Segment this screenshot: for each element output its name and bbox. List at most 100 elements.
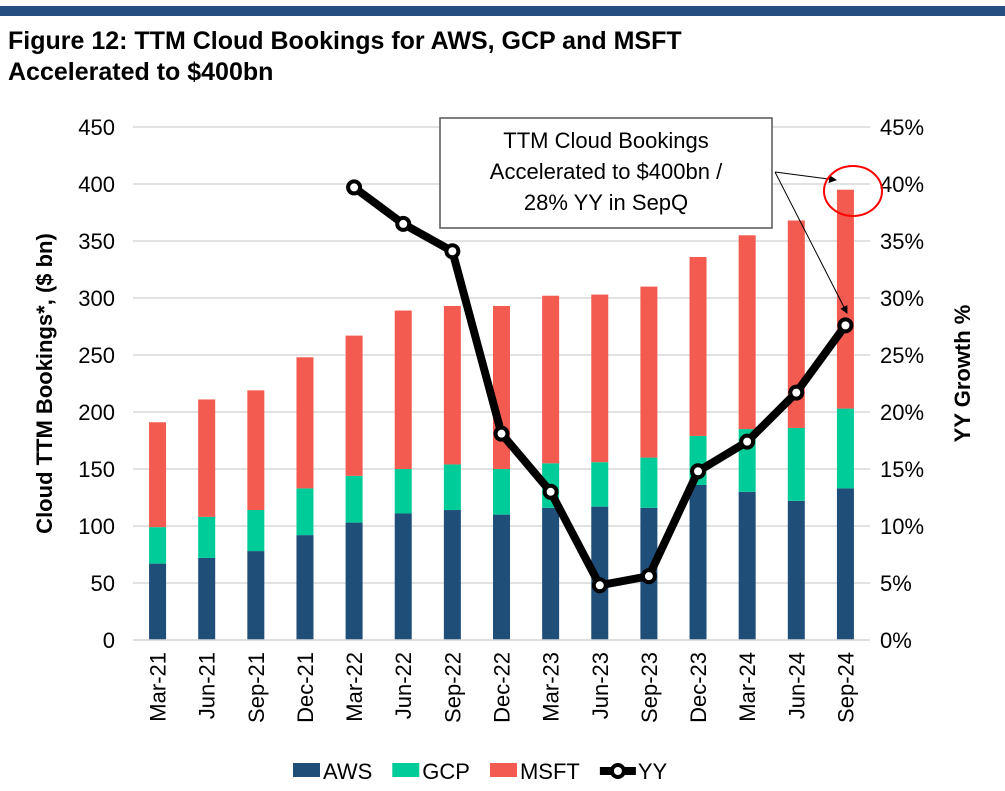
x-tick-label: Jun-22 — [391, 652, 416, 719]
yy-point — [640, 568, 657, 585]
bar-aws — [149, 563, 167, 640]
bar-aws — [542, 507, 560, 640]
annotation-arrow — [774, 171, 848, 314]
legend-label: GCP — [422, 759, 470, 784]
bar-gcp — [493, 469, 510, 515]
x-tick-label: Jun-24 — [784, 652, 809, 719]
bar-aws — [591, 506, 609, 640]
annotation-text: Accelerated to $400bn / — [490, 159, 723, 184]
legend-marker-yy — [609, 763, 626, 779]
x-tick-label: Sep-22 — [440, 652, 465, 723]
annotation-text: TTM Cloud Bookings — [503, 128, 708, 153]
legend-label: MSFT — [520, 759, 580, 784]
yy-point — [837, 317, 854, 334]
y2-tick-label: 15% — [880, 457, 924, 482]
bar-gcp — [836, 408, 854, 489]
x-tick-label: Dec-23 — [686, 652, 711, 723]
y-tick-label: 150 — [78, 457, 115, 482]
bar-msft — [296, 357, 314, 489]
legend-swatch-gcp — [392, 763, 420, 777]
bar-gcp — [591, 462, 609, 507]
bar-msft — [198, 399, 216, 517]
y-axis-title: Cloud TTM Bookings*, ($ bn) — [32, 233, 57, 534]
legend-label: AWS — [323, 759, 372, 784]
bar-msft — [443, 305, 461, 465]
yy-point — [493, 425, 510, 442]
y-tick-label: 350 — [78, 229, 115, 254]
y-tick-label: 0 — [103, 628, 115, 653]
bar-aws — [394, 513, 412, 640]
x-tick-label: Mar-22 — [342, 652, 367, 722]
y2-tick-label: 40% — [880, 172, 924, 197]
highlight-circle — [823, 165, 883, 217]
bar-msft — [394, 310, 412, 469]
bar-gcp — [394, 469, 412, 514]
x-tick-label: Jun-23 — [588, 652, 613, 719]
yy-point — [739, 433, 756, 450]
y-tick-label: 400 — [78, 172, 115, 197]
bar-aws — [198, 557, 216, 640]
title-line-1: Figure 12: TTM Cloud Bookings for AWS, G… — [8, 27, 682, 55]
y2-tick-label: 5% — [880, 571, 912, 596]
y2-tick-label: 45% — [880, 115, 924, 140]
bar-aws — [689, 484, 707, 640]
bar-msft — [787, 220, 805, 428]
annotation-box — [439, 117, 773, 229]
y2-tick-label: 35% — [880, 229, 924, 254]
bar-msft — [689, 256, 707, 436]
bar-aws — [738, 491, 756, 640]
x-tick-label: Dec-21 — [293, 652, 318, 723]
title-line-2: Accelerated to $400bn — [8, 58, 274, 86]
bar-msft — [836, 189, 854, 409]
x-tick-label: Dec-22 — [490, 652, 515, 723]
bar-aws — [836, 488, 854, 640]
bar-aws — [247, 551, 265, 640]
yy-point — [395, 215, 412, 232]
bar-gcp — [296, 488, 314, 536]
bar-msft — [542, 295, 560, 464]
y2-tick-label: 25% — [880, 343, 924, 368]
yy-point — [690, 463, 707, 480]
yy-point — [788, 384, 805, 401]
legend-swatch-aws — [293, 763, 320, 777]
x-tick-label: Mar-21 — [146, 652, 171, 722]
x-tick-label: Mar-24 — [735, 652, 760, 722]
y2-tick-label: 30% — [880, 286, 924, 311]
y-tick-label: 450 — [78, 115, 115, 140]
bar-gcp — [247, 510, 265, 552]
bar-msft — [247, 390, 265, 511]
bar-msft — [345, 335, 363, 476]
bar-gcp — [443, 464, 461, 511]
x-tick-label: Sep-21 — [244, 652, 269, 723]
bar-gcp — [640, 457, 658, 508]
y2-tick-label: 20% — [880, 400, 924, 425]
bar-gcp — [787, 427, 805, 501]
bar-msft — [149, 422, 167, 528]
bar-aws — [493, 514, 510, 640]
yy-point — [542, 483, 559, 500]
y2-axis-title: YY Growth % — [950, 305, 975, 443]
legend-swatch-msft — [489, 763, 517, 777]
yy-point — [346, 179, 363, 196]
x-tick-label: Jun-21 — [195, 652, 220, 719]
yy-point — [591, 577, 608, 594]
bar-msft — [738, 235, 756, 430]
y-tick-label: 50 — [91, 571, 115, 596]
bar-aws — [296, 535, 314, 640]
x-tick-label: Mar-23 — [539, 652, 564, 722]
x-tick-label: Sep-23 — [637, 652, 662, 723]
header-rule — [0, 6, 1005, 16]
annotation-text: 28% YY in SepQ — [524, 190, 688, 215]
y-tick-label: 300 — [78, 286, 115, 311]
y-tick-label: 100 — [78, 514, 115, 539]
y-tick-label: 200 — [78, 400, 115, 425]
legend-label: YY — [638, 759, 668, 784]
y2-tick-label: 0% — [880, 628, 912, 653]
bar-msft — [591, 294, 609, 463]
bar-aws — [787, 500, 805, 640]
y-tick-label: 250 — [78, 343, 115, 368]
yy-point — [444, 243, 461, 260]
bar-aws — [345, 522, 363, 640]
